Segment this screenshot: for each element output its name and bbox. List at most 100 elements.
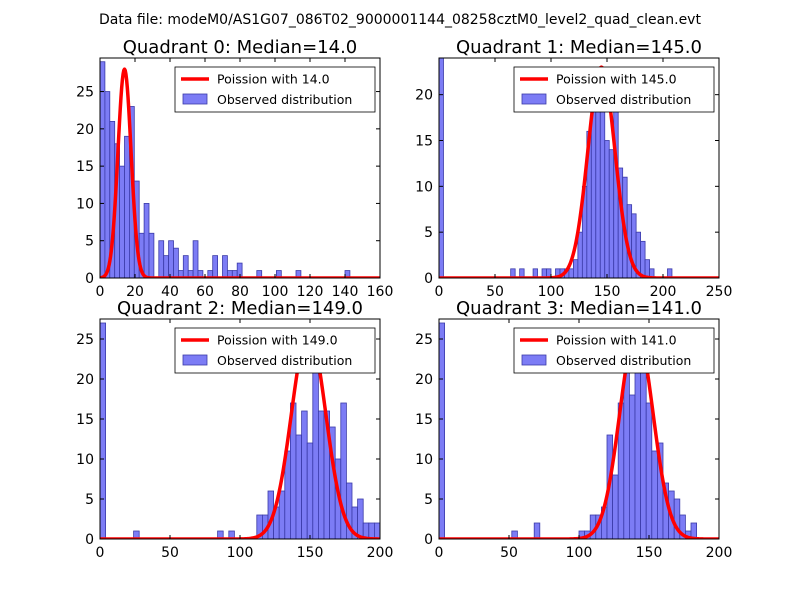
x-tick-label: 150 bbox=[594, 284, 621, 300]
x-tick-label: 150 bbox=[636, 545, 663, 561]
y-tick-label: 5 bbox=[424, 492, 433, 508]
histogram-bar bbox=[357, 498, 364, 539]
histogram-bar bbox=[577, 231, 583, 278]
y-tick-label: 0 bbox=[85, 532, 94, 548]
y-tick-label: 10 bbox=[76, 196, 94, 212]
legend-box bbox=[513, 327, 715, 374]
histogram-bar bbox=[604, 140, 610, 278]
histogram-bar bbox=[301, 410, 308, 539]
histogram-bar bbox=[148, 232, 155, 278]
histogram-bar bbox=[212, 255, 218, 278]
histogram-bar bbox=[599, 85, 606, 278]
x-tick-label: 100 bbox=[227, 545, 254, 561]
legend-bars-label: Observed distribution bbox=[556, 353, 691, 368]
legend-curve-label: Poission with 149.0 bbox=[217, 333, 338, 348]
histogram-bar bbox=[649, 268, 655, 278]
axes-frame bbox=[438, 57, 720, 279]
quadrant-2-legend: Poission with 149.0 Observed distribution bbox=[174, 327, 376, 374]
y-tick-label: 25 bbox=[76, 332, 94, 348]
y-tick-label: 15 bbox=[76, 412, 94, 428]
histogram-bar bbox=[222, 255, 228, 278]
x-tick-label: 40 bbox=[161, 284, 179, 300]
y-tick-label: 20 bbox=[415, 88, 433, 104]
legend-bars-label: Observed distribution bbox=[556, 92, 691, 107]
y-tick-label: 0 bbox=[424, 532, 433, 548]
x-tick-label: 50 bbox=[161, 545, 179, 561]
x-tick-label: 100 bbox=[262, 284, 289, 300]
quadrant-1-title: Quadrant 1: Median=145.0 bbox=[456, 37, 702, 58]
histogram-bar bbox=[439, 58, 444, 278]
histogram-bar bbox=[133, 530, 140, 539]
histogram-bar bbox=[104, 91, 111, 278]
y-tick-label: 5 bbox=[85, 234, 94, 250]
histogram-bar bbox=[295, 434, 302, 539]
quadrant-3-title: Quadrant 3: Median=141.0 bbox=[456, 298, 702, 319]
y-tick-label: 10 bbox=[415, 179, 433, 195]
histogram-bar bbox=[100, 61, 106, 278]
x-tick-label: 160 bbox=[367, 284, 394, 300]
quadrant-0-panel: 0 20 40 60 80 100 120 140 160 0 5 10 15 20 25 Quadrant … bbox=[76, 37, 393, 300]
histogram-bar bbox=[629, 394, 636, 539]
y-tick-label: 15 bbox=[415, 134, 433, 150]
poisson-curve bbox=[439, 65, 719, 278]
histogram-bar bbox=[634, 346, 641, 539]
legend-bars-swatch bbox=[521, 354, 547, 366]
histogram-bar bbox=[340, 402, 347, 539]
histogram-bar bbox=[192, 240, 199, 278]
y-tick-label: 25 bbox=[415, 332, 433, 348]
histogram-bar bbox=[640, 370, 647, 539]
x-tick-label: 100 bbox=[566, 545, 593, 561]
x-tick-label: 0 bbox=[96, 284, 105, 300]
x-tick-label: 50 bbox=[486, 284, 504, 300]
legend-bars-label: Observed distribution bbox=[217, 92, 352, 107]
histogram-bar bbox=[173, 247, 179, 278]
quadrant-1-legend: Poission with 145.0 Observed distribution bbox=[513, 66, 715, 113]
histogram-bar bbox=[510, 268, 516, 278]
histogram-bar bbox=[511, 530, 518, 539]
histogram-bar bbox=[158, 240, 165, 278]
x-tick-label: 0 bbox=[96, 545, 105, 561]
x-tick-label: 50 bbox=[500, 545, 518, 561]
quadrant-0-legend: Poission with 14.0 Observed distribution bbox=[174, 66, 376, 113]
histogram-bar bbox=[608, 149, 615, 278]
x-tick-label: 60 bbox=[196, 284, 214, 300]
legend-curve-label: Poission with 14.0 bbox=[217, 72, 330, 87]
x-tick-label: 100 bbox=[538, 284, 565, 300]
quadrant-2-bars bbox=[100, 322, 380, 539]
legend-curve-label: Poission with 145.0 bbox=[556, 72, 677, 87]
histogram-bar bbox=[645, 402, 653, 539]
x-tick-label: 80 bbox=[231, 284, 249, 300]
histogram-bar bbox=[439, 322, 445, 539]
histogram-bar bbox=[595, 103, 601, 278]
y-tick-label: 10 bbox=[415, 452, 433, 468]
histogram-bar bbox=[143, 203, 150, 278]
histogram-bar bbox=[519, 268, 525, 278]
y-tick-label: 20 bbox=[76, 372, 94, 388]
histogram-bar bbox=[168, 240, 174, 278]
y-tick-label: 20 bbox=[415, 372, 433, 388]
x-tick-label: 150 bbox=[297, 545, 324, 561]
legend-bars-swatch bbox=[182, 93, 208, 105]
figure-suptitle: Data file: modeM0/AS1G07_086T02_90000011… bbox=[99, 12, 701, 28]
x-tick-label: 250 bbox=[706, 284, 733, 300]
histogram-bar bbox=[278, 490, 286, 539]
quadrant-1-panel: 0 50 100 150 200 250 0 5 10 15 20 Quadrant 1: Media… bbox=[415, 37, 732, 300]
y-tick-label: 10 bbox=[76, 452, 94, 468]
histogram-bar bbox=[690, 522, 697, 539]
histogram-bar bbox=[119, 165, 125, 278]
quadrant-2-panel: 0 50 100 150 200 0 5 10 15 20 25 Quadrant 2: Median… bbox=[76, 298, 393, 561]
histogram-bar bbox=[640, 240, 646, 278]
histogram-bar bbox=[644, 259, 650, 278]
histogram-bar bbox=[182, 255, 189, 278]
legend-bars-swatch bbox=[521, 93, 547, 105]
histogram-bar bbox=[573, 259, 579, 278]
histogram-bar bbox=[651, 450, 658, 539]
histogram-bar bbox=[546, 268, 552, 278]
x-tick-label: 140 bbox=[332, 284, 359, 300]
x-tick-label: 0 bbox=[435, 284, 444, 300]
histogram-bar bbox=[317, 410, 325, 539]
histogram-bar bbox=[667, 268, 673, 278]
legend-box bbox=[174, 327, 376, 374]
quadrant-3-legend: Poission with 141.0 Observed distribution bbox=[513, 327, 715, 374]
